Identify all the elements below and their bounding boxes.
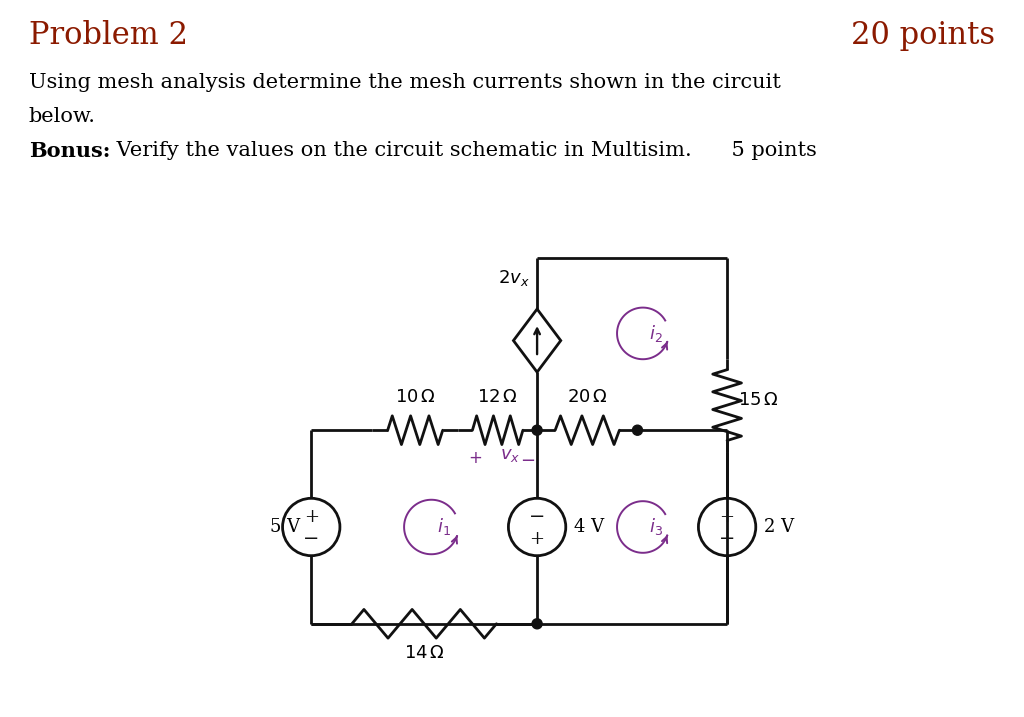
Circle shape [532,619,542,629]
Text: $-$: $-$ [520,450,536,468]
Text: $14\,\Omega$: $14\,\Omega$ [403,644,444,662]
Circle shape [532,425,542,435]
Text: $15\,\Omega$: $15\,\Omega$ [738,391,778,409]
Text: −: − [529,508,546,526]
Text: −: − [719,530,735,549]
Text: $i_1$: $i_1$ [437,516,451,538]
Text: 2 V: 2 V [764,518,795,536]
Text: $12\,\Omega$: $12\,\Omega$ [477,388,518,406]
Circle shape [633,425,642,435]
Text: $v_x$: $v_x$ [500,446,520,464]
Text: +: + [304,508,318,526]
Text: Problem 2: Problem 2 [29,20,187,51]
Text: $i_2$: $i_2$ [648,323,663,344]
Text: $i_3$: $i_3$ [648,516,663,538]
Text: Verify the values on the circuit schematic in Multisim.      5 points: Verify the values on the circuit schemat… [110,141,816,159]
Text: 4 V: 4 V [574,518,604,536]
Text: $10\,\Omega$: $10\,\Omega$ [395,388,435,406]
Text: $+$: $+$ [468,450,481,467]
Text: Using mesh analysis determine the mesh currents shown in the circuit: Using mesh analysis determine the mesh c… [29,73,780,92]
Text: $20\,\Omega$: $20\,\Omega$ [567,388,607,406]
Text: Bonus:: Bonus: [29,141,110,161]
Text: below.: below. [29,107,95,125]
Text: +: + [720,508,734,526]
Text: +: + [529,530,545,549]
Text: 5 V: 5 V [270,518,300,536]
Text: 20 points: 20 points [851,20,995,51]
Text: −: − [303,530,319,549]
Text: $2v_x$: $2v_x$ [499,267,530,288]
